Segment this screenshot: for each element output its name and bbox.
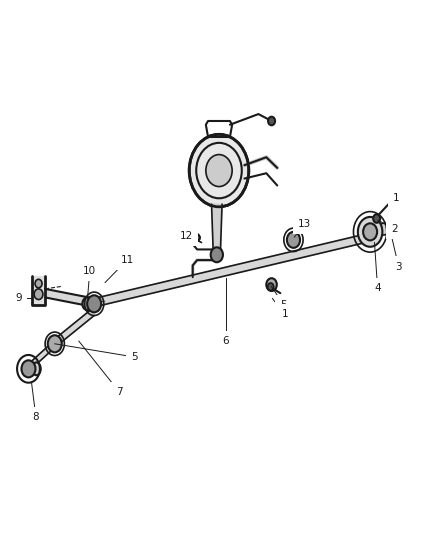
Ellipse shape: [32, 362, 41, 375]
Text: 9: 9: [15, 294, 22, 303]
Text: 10: 10: [83, 266, 96, 276]
Circle shape: [48, 335, 62, 352]
Polygon shape: [45, 289, 94, 307]
Circle shape: [363, 223, 377, 240]
Ellipse shape: [186, 233, 200, 243]
Polygon shape: [32, 276, 45, 305]
Text: 6: 6: [223, 336, 230, 346]
Circle shape: [21, 360, 35, 377]
Text: 13: 13: [298, 219, 311, 229]
Circle shape: [206, 155, 232, 187]
Text: 8: 8: [32, 412, 39, 422]
Text: 5: 5: [131, 352, 138, 362]
Polygon shape: [28, 340, 55, 372]
Circle shape: [373, 214, 380, 223]
Text: 12: 12: [180, 231, 193, 240]
Text: 1: 1: [393, 193, 400, 203]
Circle shape: [266, 278, 277, 291]
Ellipse shape: [374, 223, 392, 235]
Circle shape: [87, 295, 101, 312]
Circle shape: [211, 247, 223, 262]
Text: 1: 1: [281, 310, 288, 319]
Circle shape: [268, 283, 274, 290]
Text: 3: 3: [395, 262, 402, 271]
Circle shape: [268, 117, 275, 125]
Text: 4: 4: [374, 283, 381, 293]
Polygon shape: [212, 204, 222, 255]
Text: 7: 7: [116, 387, 123, 397]
Circle shape: [287, 232, 300, 248]
Circle shape: [35, 279, 42, 288]
Circle shape: [187, 234, 194, 241]
Circle shape: [358, 217, 382, 247]
Text: 5: 5: [280, 300, 287, 310]
Circle shape: [189, 134, 249, 207]
Text: 2: 2: [391, 224, 398, 234]
Polygon shape: [94, 232, 374, 307]
Polygon shape: [55, 307, 94, 348]
Text: 11: 11: [120, 255, 134, 265]
Circle shape: [34, 289, 43, 300]
Circle shape: [82, 297, 93, 310]
